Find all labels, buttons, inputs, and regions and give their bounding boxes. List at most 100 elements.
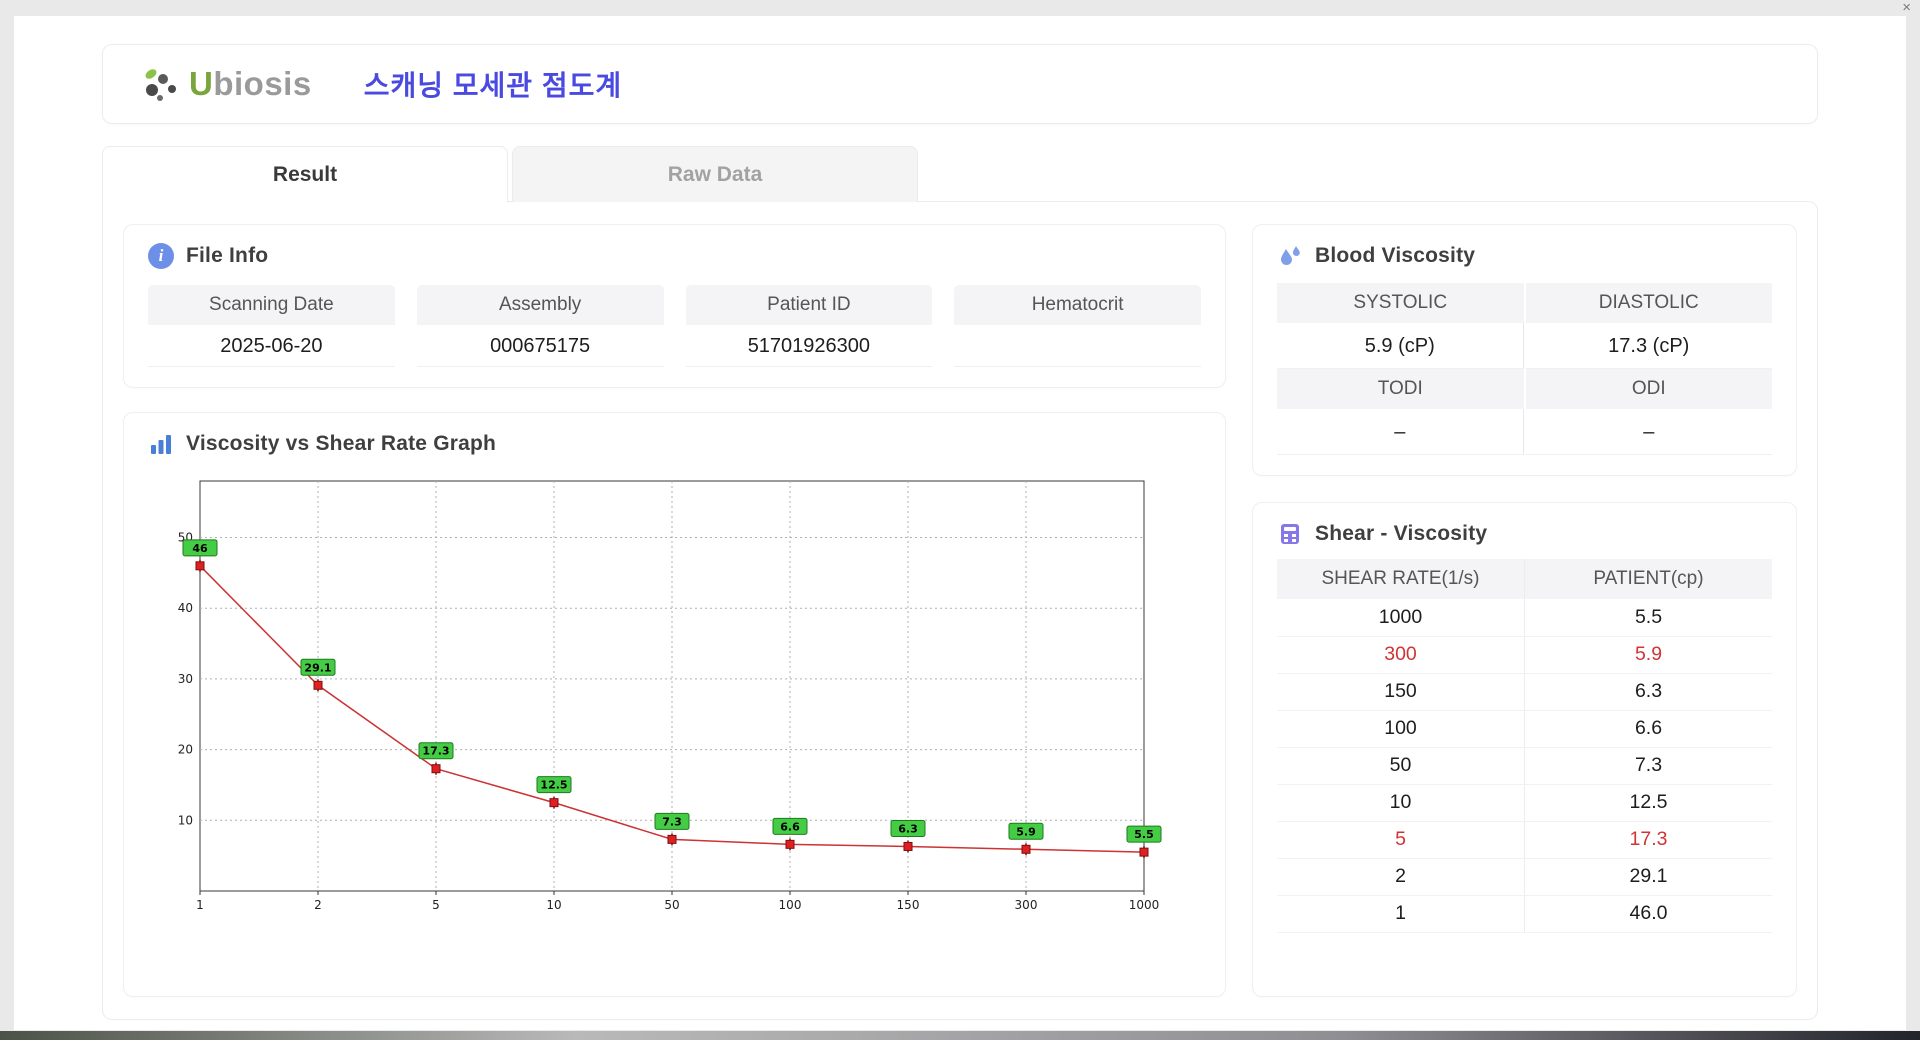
- patient-cell: 29.1: [1524, 858, 1772, 896]
- svg-text:5.9: 5.9: [1016, 825, 1036, 838]
- tab-result[interactable]: Result: [102, 146, 508, 203]
- blood-viscosity-grid: SYSTOLIC DIASTOLIC 5.9 (cP) 17.3 (cP) TODI OD…: [1277, 283, 1772, 455]
- logo-text: Ubiosis: [189, 65, 312, 102]
- svg-text:1: 1: [196, 898, 204, 912]
- file-info-fields: Scanning Date 2025-06-20 Assembly 000675175…: [148, 285, 1201, 367]
- svg-text:5.5: 5.5: [1134, 828, 1154, 841]
- close-icon[interactable]: ×: [1902, 0, 1911, 16]
- patient-cell: 46.0: [1524, 895, 1772, 933]
- table-row: 100 6.6: [1277, 710, 1772, 748]
- bv-label-diastolic: DIASTOLIC: [1525, 283, 1772, 323]
- graph-title: Viscosity vs Shear Rate Graph: [186, 432, 497, 455]
- bv-label-systolic: SYSTOLIC: [1277, 283, 1524, 323]
- field-value: 000675175: [416, 325, 664, 367]
- svg-text:10: 10: [546, 898, 561, 912]
- svg-text:100: 100: [779, 898, 802, 912]
- bv-value-odi: –: [1525, 409, 1772, 455]
- rate-cell: 2: [1277, 858, 1525, 896]
- field-label: Hematocrit: [954, 285, 1201, 325]
- rate-cell: 100: [1277, 710, 1525, 748]
- bv-value-diastolic: 17.3 (cP): [1525, 323, 1772, 369]
- svg-text:300: 300: [1015, 898, 1038, 912]
- rate-cell: 150: [1277, 673, 1525, 711]
- svg-text:2: 2: [314, 898, 322, 912]
- table-grid-icon: [1277, 521, 1303, 547]
- rate-cell: 10: [1277, 784, 1525, 822]
- ubiosis-logo-icon: [141, 64, 181, 104]
- svg-text:46: 46: [192, 542, 208, 555]
- app-window: Ubiosis 스캐닝 모세관 점도계 Result Raw Data i Fil…: [14, 16, 1906, 1030]
- patient-cell: 5.9: [1524, 636, 1772, 674]
- field-label: Patient ID: [685, 285, 933, 325]
- content: i File Info Scanning Date 2025-06-20 Assem…: [102, 201, 1818, 1020]
- rate-cell: 5: [1277, 821, 1525, 859]
- rate-cell: 50: [1277, 747, 1525, 785]
- field-value: [954, 325, 1201, 367]
- ubiosis-logo: Ubiosis: [141, 64, 312, 104]
- rate-cell: 1000: [1277, 599, 1525, 637]
- field-label: Scanning Date: [148, 285, 395, 325]
- patient-cell: 12.5: [1524, 784, 1772, 822]
- svg-text:30: 30: [178, 672, 193, 686]
- svg-text:12.5: 12.5: [540, 779, 567, 792]
- table-row: 150 6.3: [1277, 673, 1772, 711]
- table-row: 1 46.0: [1277, 895, 1772, 933]
- tab-bar: Result Raw Data: [102, 146, 1818, 203]
- svg-text:50: 50: [664, 898, 679, 912]
- rate-cell: 300: [1277, 636, 1525, 674]
- table-row: 2 29.1: [1277, 858, 1772, 896]
- shear-viscosity-section: Shear - Viscosity SHEAR RATE(1/s) PATIENT…: [1252, 502, 1797, 997]
- table-row: 300 5.9: [1277, 636, 1772, 674]
- table-row: 5 17.3: [1277, 821, 1772, 859]
- shear-viscosity-table: SHEAR RATE(1/s) PATIENT(cp) 1000 5.5 300 5.9…: [1277, 559, 1772, 933]
- patient-cell: 7.3: [1524, 747, 1772, 785]
- left-column: i File Info Scanning Date 2025-06-20 Assem…: [123, 224, 1226, 997]
- table-row: 50 7.3: [1277, 747, 1772, 785]
- svg-text:29.1: 29.1: [304, 661, 331, 674]
- file-info-field-patient-id: Patient ID 51701926300: [685, 285, 933, 367]
- blood-viscosity-section: Blood Viscosity SYSTOLIC DIASTOLIC 5.9 (cP…: [1252, 224, 1797, 476]
- bar-chart-icon: [148, 431, 174, 457]
- rate-cell: 1: [1277, 895, 1525, 933]
- graph-section: Viscosity vs Shear Rate Graph 10 20 30 40 50…: [123, 412, 1226, 997]
- file-info-field-hematocrit: Hematocrit: [954, 285, 1201, 367]
- svg-text:150: 150: [897, 898, 920, 912]
- table-row: 1000 5.5: [1277, 599, 1772, 637]
- patient-cell: 6.6: [1524, 710, 1772, 748]
- bv-value-todi: –: [1277, 409, 1524, 455]
- right-column: Blood Viscosity SYSTOLIC DIASTOLIC 5.9 (cP…: [1252, 224, 1797, 997]
- svg-text:40: 40: [178, 601, 193, 615]
- desktop-edge: [0, 1031, 1920, 1040]
- svg-text:20: 20: [178, 743, 193, 757]
- patient-cell: 6.3: [1524, 673, 1772, 711]
- info-icon: i: [148, 243, 174, 269]
- shear-viscosity-title: Shear - Viscosity: [1315, 522, 1488, 545]
- field-label: Assembly: [416, 285, 664, 325]
- svg-text:7.3: 7.3: [662, 815, 682, 828]
- file-info-title: File Info: [186, 244, 269, 267]
- table-header-cell: PATIENT(cp): [1524, 559, 1772, 599]
- tab-raw-data[interactable]: Raw Data: [512, 146, 918, 202]
- field-value: 51701926300: [685, 325, 933, 367]
- table-header-cell: SHEAR RATE(1/s): [1277, 559, 1525, 599]
- bv-label-odi: ODI: [1525, 369, 1772, 409]
- page-title: 스캐닝 모세관 점도계: [363, 70, 623, 101]
- field-value: 2025-06-20: [148, 325, 395, 367]
- svg-text:17.3: 17.3: [422, 745, 449, 758]
- droplets-icon: [1277, 243, 1303, 269]
- file-info-field-scanning-date: Scanning Date 2025-06-20: [148, 285, 395, 367]
- svg-text:6.6: 6.6: [780, 820, 800, 833]
- viscosity-chart: 10 20 30 40 50 1 2 5 10 50 100 150 300 1000 46 29.1 17.3…: [158, 467, 1168, 925]
- header: Ubiosis 스캐닝 모세관 점도계: [102, 44, 1818, 124]
- bv-label-todi: TODI: [1277, 369, 1524, 409]
- table-row: 10 12.5: [1277, 784, 1772, 822]
- file-info-field-assembly: Assembly 000675175: [416, 285, 664, 367]
- svg-text:10: 10: [178, 813, 193, 827]
- bv-value-systolic: 5.9 (cP): [1277, 323, 1524, 369]
- patient-cell: 5.5: [1524, 599, 1772, 637]
- file-info-section: i File Info Scanning Date 2025-06-20 Assem…: [123, 224, 1226, 388]
- svg-text:5: 5: [432, 898, 440, 912]
- svg-text:1000: 1000: [1129, 898, 1160, 912]
- blood-viscosity-title: Blood Viscosity: [1315, 244, 1476, 267]
